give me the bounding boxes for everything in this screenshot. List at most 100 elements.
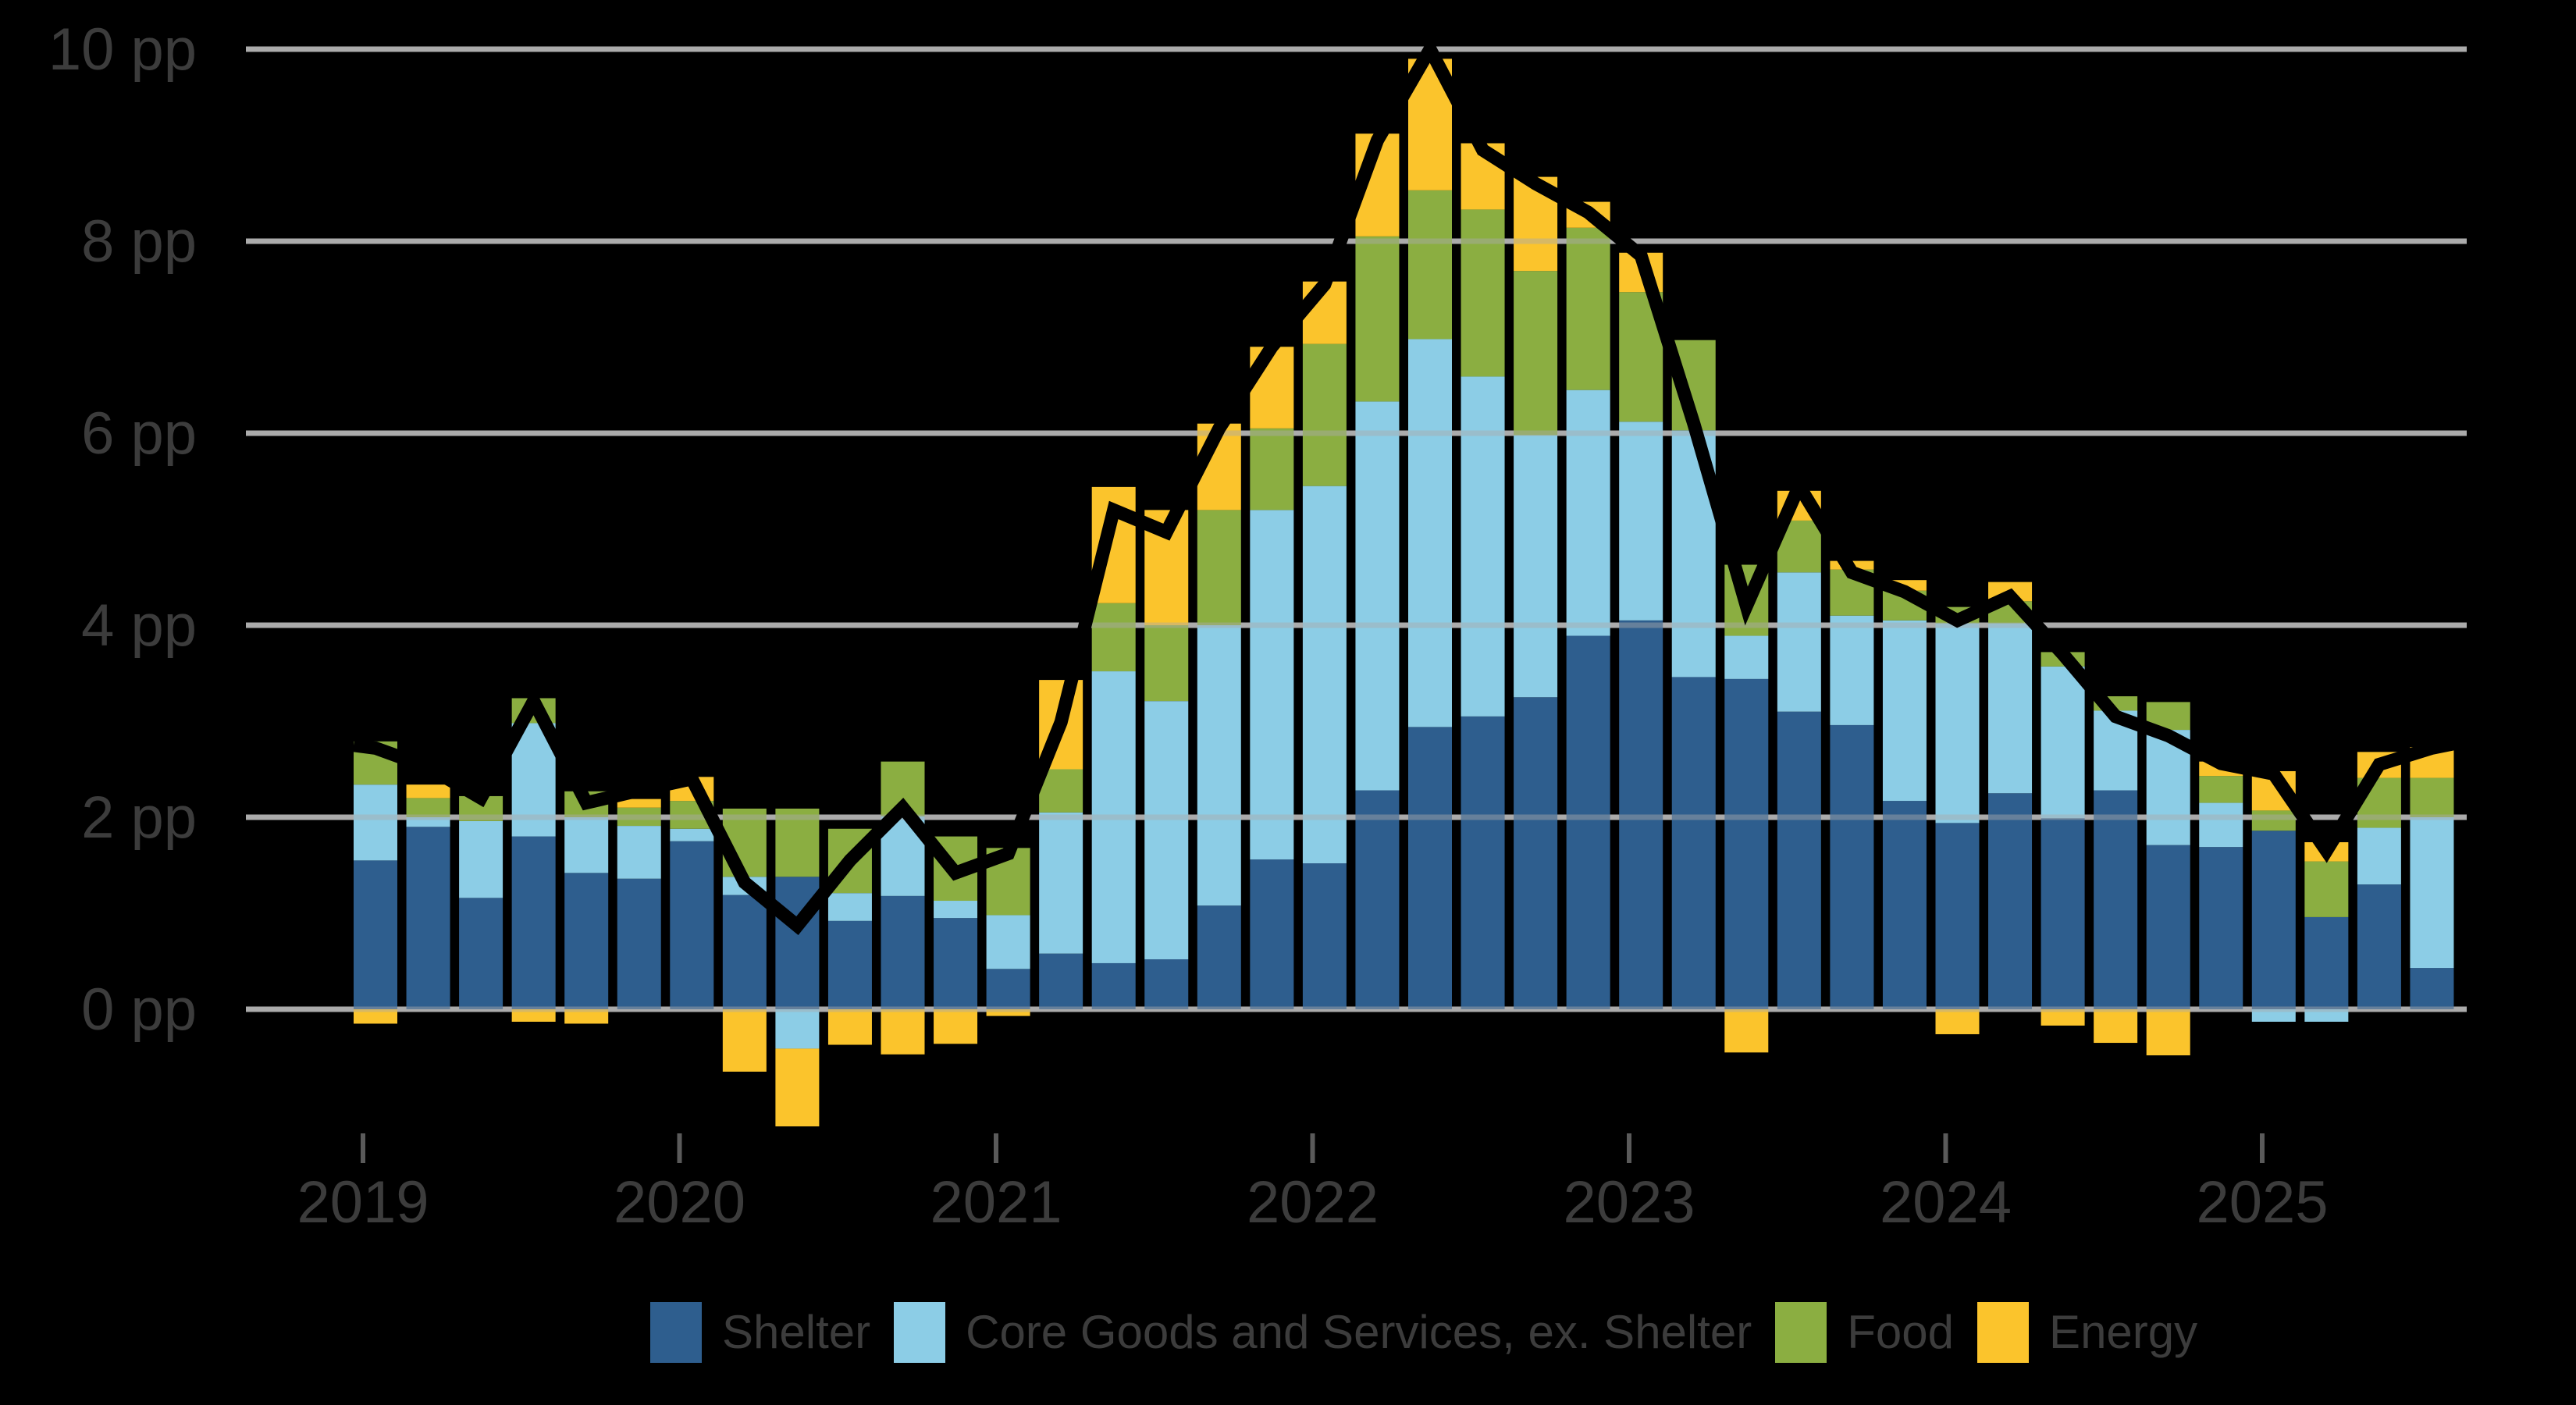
bar-segment-food (1091, 603, 1136, 672)
bar-segment-core (1408, 339, 1452, 727)
bar-segment-core (775, 1009, 820, 1049)
bar-segment-shelter (1197, 905, 1241, 1009)
bar-segment-energy (2094, 1009, 2138, 1044)
bar-segment-core (2357, 827, 2401, 885)
bar-segment-energy (881, 1009, 925, 1055)
bar-segment-core (670, 828, 714, 841)
x-tick-label: 2022 (1247, 1169, 1379, 1236)
x-tick-label: 2024 (1880, 1169, 2012, 1236)
bar-segment-shelter (1619, 620, 1663, 1009)
bar-segment-shelter (2410, 968, 2454, 1009)
bar-segment-shelter (986, 969, 1030, 1009)
bar-segment-energy (2041, 1009, 2085, 1026)
bar-segment-core (1830, 615, 1874, 725)
bar-segment-shelter (564, 873, 609, 1009)
bar-segment-shelter (1091, 962, 1136, 1009)
bar-segment-shelter (1302, 863, 1347, 1009)
bar-segment-core (1724, 635, 1769, 679)
bar-segment-food (1566, 227, 1610, 390)
bar-segment-shelter (722, 895, 767, 1009)
bar-segment-energy (827, 1009, 872, 1045)
bar-segment-core (1935, 623, 1980, 823)
bar-segment-shelter (881, 895, 925, 1009)
y-tick-label: 2 pp (81, 784, 197, 851)
bar-segment-core (617, 826, 661, 879)
bar-segment-core (1566, 389, 1610, 636)
bar-segment-shelter (1355, 790, 1400, 1009)
bar-segment-core (2410, 817, 2454, 969)
x-tick-label: 2019 (297, 1169, 429, 1236)
bar-segment-shelter (827, 920, 872, 1009)
legend-swatch-icon (650, 1302, 702, 1363)
bar-segment-shelter (511, 836, 556, 1009)
legend-label: Food (1847, 1306, 1955, 1358)
bar-segment-shelter (1724, 678, 1769, 1009)
bar-segment-core (1777, 572, 1821, 712)
bar-segment-energy (986, 1009, 1030, 1016)
bar-segment-food (1250, 428, 1294, 510)
bar-segment-shelter (1408, 727, 1452, 1009)
bar-segment-energy (354, 1009, 397, 1024)
legend-label: Shelter (722, 1306, 871, 1358)
bar-segment-food (1144, 625, 1189, 702)
bar-segment-core (2251, 1009, 2296, 1022)
bar-segment-shelter (2251, 831, 2296, 1009)
y-tick-label: 0 pp (81, 976, 197, 1043)
bar-segment-core (934, 901, 978, 919)
legend-swatch-icon (1775, 1302, 1827, 1363)
bar-segment-shelter (1250, 859, 1294, 1009)
bar-segment-core (1461, 376, 1505, 717)
bar-segment-shelter (1671, 677, 1716, 1009)
legend-label: Energy (2049, 1306, 2198, 1358)
bar-segment-energy (2146, 1009, 2190, 1056)
bar-segment-core (1619, 422, 1663, 621)
bar-segment-energy (1724, 1009, 1769, 1053)
bar-segment-shelter (670, 841, 714, 1009)
bar-segment-shelter (617, 878, 661, 1009)
bar-segment-shelter (354, 860, 397, 1009)
legend-item-core: Core Goods and Services, ex. Shelter (894, 1302, 1752, 1363)
x-tick-label: 2025 (2196, 1169, 2328, 1236)
bar-segment-shelter (1039, 953, 1083, 1009)
bar-segment-core (1514, 435, 1558, 698)
bar-segment-shelter (2199, 847, 2243, 1009)
y-tick-label: 8 pp (81, 208, 197, 275)
bar-segment-food (617, 807, 661, 827)
x-tick-label: 2023 (1563, 1169, 1695, 1236)
bar-segment-core (986, 915, 1030, 969)
bar-segment-food (1408, 190, 1452, 340)
bar-segment-core (2041, 666, 2085, 819)
legend-label: Core Goods and Services, ex. Shelter (966, 1306, 1752, 1358)
legend-swatch-icon (1977, 1302, 2030, 1363)
bar-segment-energy (722, 1009, 767, 1072)
bar-segment-shelter (2357, 884, 2401, 1009)
bar-segment-food (1302, 343, 1347, 486)
y-tick-label: 4 pp (81, 592, 197, 659)
bar-segment-core (1144, 701, 1189, 960)
bar-segment-core (564, 817, 609, 873)
bar-segment-food (406, 798, 450, 817)
bar-segment-shelter (934, 918, 978, 1009)
bar-segment-shelter (1777, 711, 1821, 1009)
legend-item-energy: Energy (1977, 1302, 2197, 1363)
bar-segment-core (2199, 802, 2243, 848)
bar-segment-food (775, 808, 820, 877)
bar-segment-shelter (2304, 916, 2349, 1009)
bar-segment-shelter (1461, 716, 1505, 1009)
bar-segment-food (1039, 769, 1083, 813)
bar-segment-core (1091, 671, 1136, 963)
bar-segment-shelter (2146, 845, 2190, 1009)
x-tick-label: 2020 (614, 1169, 745, 1236)
legend: Shelter Core Goods and Services, ex. Shel… (650, 1302, 2197, 1363)
bar-segment-energy (775, 1048, 820, 1127)
bar-segment-core (1355, 401, 1400, 791)
bar-segment-core (1302, 486, 1347, 864)
bar-segment-food (1461, 209, 1505, 377)
bar-segment-shelter (2041, 818, 2085, 1009)
y-tick-label: 6 pp (81, 400, 197, 467)
bar-segment-core (2304, 1009, 2349, 1022)
bar-segment-energy (934, 1009, 978, 1044)
bar-segment-core (406, 817, 450, 827)
